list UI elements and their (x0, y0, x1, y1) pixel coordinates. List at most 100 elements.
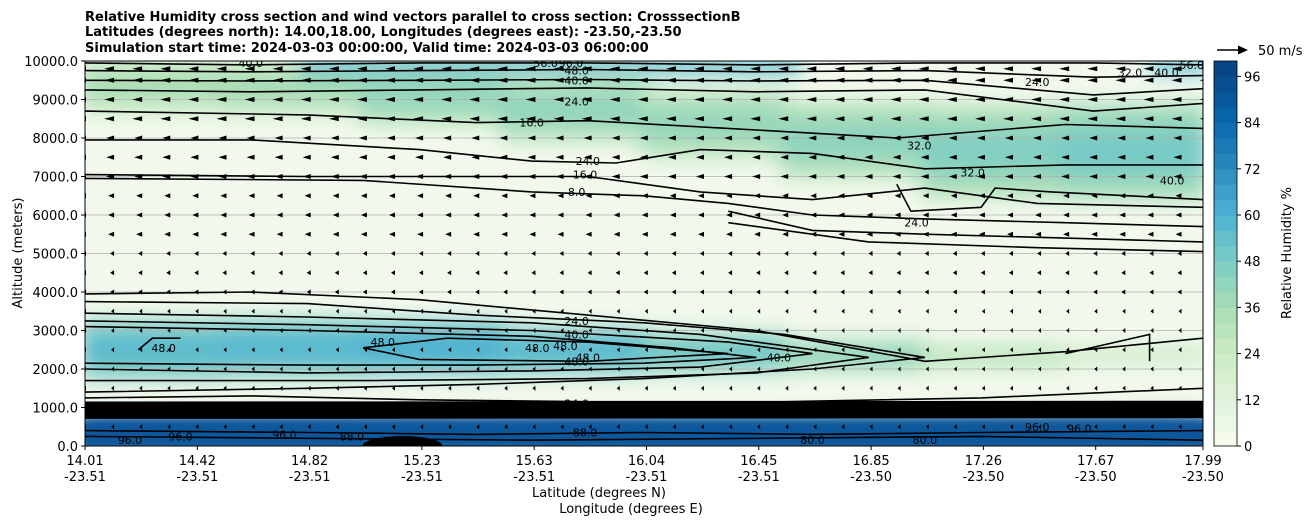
y-tick-label: 9000.0 (33, 94, 79, 109)
wind-vector (1061, 174, 1070, 179)
wind-vector (1091, 193, 1098, 199)
wind-vector (665, 97, 676, 102)
colorbar-segment (1214, 168, 1237, 185)
wind-vector (868, 270, 873, 276)
contour-label: 56.0 (1180, 59, 1205, 72)
wind-vector (836, 135, 845, 141)
x-axis: 14.01-23.5114.42-23.5114.82-23.5115.23-2… (64, 446, 1224, 485)
wind-vector (276, 212, 283, 218)
contour-line (85, 312, 869, 382)
wind-vector (529, 212, 536, 218)
wind-vector (104, 77, 115, 83)
wind-vector (420, 328, 424, 333)
wind-vector (358, 174, 367, 179)
wind-vector (974, 77, 985, 83)
wind-vector (532, 424, 536, 430)
wind-vector (419, 251, 424, 256)
wind-vector (834, 116, 845, 122)
chart-title-line-2: Latitudes (degrees north): 14.00,18.00, … (85, 25, 682, 40)
wind-vector (894, 193, 901, 199)
humidity-core-mid (499, 339, 648, 363)
wind-vector (335, 385, 339, 391)
wind-vector (729, 308, 733, 314)
wind-vector (953, 308, 957, 314)
wind-vector (195, 328, 199, 333)
wind-vector (164, 193, 171, 199)
wind-vector (1093, 289, 1098, 295)
wind-vector (139, 347, 143, 353)
wind-vector (669, 193, 676, 199)
wind-vector (726, 231, 733, 237)
wind-vector (611, 135, 620, 141)
wind-vector (1038, 328, 1042, 333)
wind-vector (1063, 231, 1070, 237)
wind-vector (164, 231, 171, 237)
wind-vector (808, 174, 817, 179)
wind-vector (750, 66, 761, 72)
wind-vector (501, 212, 508, 218)
wind-vector (417, 193, 424, 199)
wind-vector (330, 174, 339, 179)
wind-vector (1150, 366, 1154, 372)
wind-vector (194, 289, 199, 295)
wind-vector (864, 135, 873, 141)
wind-vector (328, 116, 339, 122)
wind-vector (836, 174, 845, 179)
wind-vector (1087, 66, 1098, 72)
wind-vector (1171, 116, 1182, 122)
colorbar-segment (1214, 415, 1237, 432)
wind-vector (504, 347, 508, 353)
wind-vector (672, 405, 676, 410)
wind-vector (616, 366, 620, 372)
wind-vector (1149, 251, 1154, 256)
colorbar-segment (1214, 138, 1237, 154)
y-tick-label: 0.0 (57, 440, 78, 455)
wind-vector (644, 366, 648, 372)
wind-vector (278, 289, 283, 295)
contour-label: 48.0 (525, 342, 550, 355)
wind-vector (585, 231, 592, 237)
wind-vector (216, 66, 227, 72)
wind-vector (1038, 347, 1042, 353)
wind-vector (785, 424, 789, 430)
wind-vector (1093, 251, 1098, 256)
chart-title-line-1: Relative Humidity cross section and wind… (85, 10, 741, 25)
wind-vector (363, 347, 367, 353)
wind-vector (1009, 405, 1013, 410)
wind-vector (1206, 251, 1210, 256)
wind-vector (476, 366, 480, 372)
wind-vector (1178, 405, 1182, 410)
wind-vector (560, 347, 564, 353)
wind-vector (1002, 97, 1013, 102)
wind-vector (697, 231, 704, 237)
wind-vector (1119, 193, 1126, 199)
wind-vector (581, 66, 592, 72)
wind-vector (864, 174, 873, 179)
wind-vector (672, 385, 676, 391)
wind-vector (360, 231, 367, 237)
wind-vector (950, 212, 957, 218)
wind-vector (527, 135, 536, 141)
wind-vector (328, 77, 339, 83)
wind-vector (785, 405, 789, 410)
wind-vector (384, 116, 395, 122)
wind-vector (136, 231, 143, 237)
wind-vector (644, 328, 648, 333)
humidity-core-mid (218, 333, 368, 363)
y-tick-label: 8000.0 (33, 132, 79, 147)
humidity-core-upper (85, 73, 227, 100)
wind-vector (501, 193, 508, 199)
wind-vector (1031, 66, 1042, 72)
wind-vector (974, 116, 985, 122)
wind-vector (330, 154, 339, 160)
wind-vector (1115, 116, 1126, 122)
wind-vector (1037, 270, 1042, 276)
contour-label: 48.0 (564, 65, 589, 78)
wind-vector (195, 347, 199, 353)
y-tick-label: 3000.0 (33, 325, 79, 340)
wind-vector (810, 193, 817, 199)
wind-vector (499, 174, 508, 179)
wind-vector (1150, 424, 1154, 430)
wind-vector (138, 251, 143, 256)
wind-vector (784, 270, 789, 276)
